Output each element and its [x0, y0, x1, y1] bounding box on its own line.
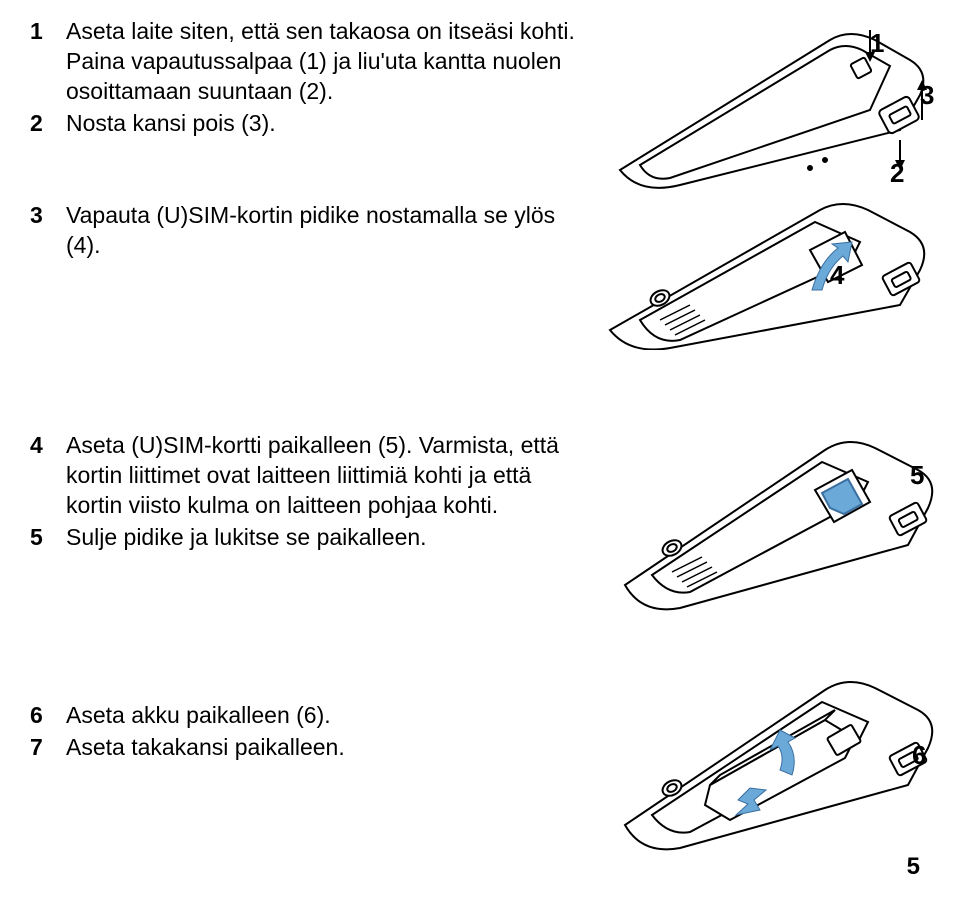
item-number: 4	[30, 430, 66, 520]
instruction-block-3: 4 Aseta (U)SIM-kortti paikalleen (5). Va…	[30, 430, 590, 554]
instruction-block-4: 6 Aseta akku paikalleen (6). 7 Aseta tak…	[30, 700, 590, 764]
item-number: 6	[30, 700, 66, 730]
instruction-item: 2 Nosta kansi pois (3).	[30, 108, 590, 138]
instruction-block-1: 1 Aseta laite siten, että sen takaosa on…	[30, 16, 590, 140]
illustration-insert-battery	[620, 660, 940, 860]
instruction-item: 7 Aseta takakansi paikalleen.	[30, 732, 590, 762]
page-root: 1 Aseta laite siten, että sen takaosa on…	[0, 0, 960, 901]
callout-2: 2	[890, 158, 904, 189]
instruction-item: 6 Aseta akku paikalleen (6).	[30, 700, 590, 730]
item-text: Vapauta (U)SIM-kortin pidike nostamalla …	[66, 200, 590, 260]
callout-6: 6	[912, 740, 926, 771]
callout-3: 3	[920, 80, 934, 111]
callout-5: 5	[910, 460, 924, 491]
item-number: 7	[30, 732, 66, 762]
item-number: 1	[30, 16, 66, 106]
item-text: Aseta takakansi paikalleen.	[66, 732, 590, 762]
item-number: 3	[30, 200, 66, 260]
instruction-item: 5 Sulje pidike ja lukitse se paikalleen.	[30, 522, 590, 552]
instruction-item: 1 Aseta laite siten, että sen takaosa on…	[30, 16, 590, 106]
illustration-insert-sim	[620, 420, 940, 620]
item-text: Aseta (U)SIM-kortti paikalleen (5). Varm…	[66, 430, 590, 520]
instruction-item: 4 Aseta (U)SIM-kortti paikalleen (5). Va…	[30, 430, 590, 520]
page-number: 5	[907, 853, 920, 881]
item-number: 5	[30, 522, 66, 552]
callout-1: 1	[870, 28, 884, 59]
instruction-item: 3 Vapauta (U)SIM-kortin pidike nostamall…	[30, 200, 590, 260]
item-text: Aseta laite siten, että sen takaosa on i…	[66, 16, 590, 106]
instruction-block-2: 3 Vapauta (U)SIM-kortin pidike nostamall…	[30, 200, 590, 262]
item-text: Aseta akku paikalleen (6).	[66, 700, 590, 730]
callout-4: 4	[830, 260, 844, 291]
item-number: 2	[30, 108, 66, 138]
illustration-svg	[600, 190, 940, 350]
item-text: Nosta kansi pois (3).	[66, 108, 590, 138]
item-text: Sulje pidike ja lukitse se paikalleen.	[66, 522, 590, 552]
illustration-svg	[620, 660, 940, 860]
illustration-svg	[600, 10, 940, 190]
illustration-remove-cover	[600, 10, 940, 190]
illustration-lift-sim-holder	[600, 190, 940, 350]
illustration-svg	[620, 420, 940, 620]
